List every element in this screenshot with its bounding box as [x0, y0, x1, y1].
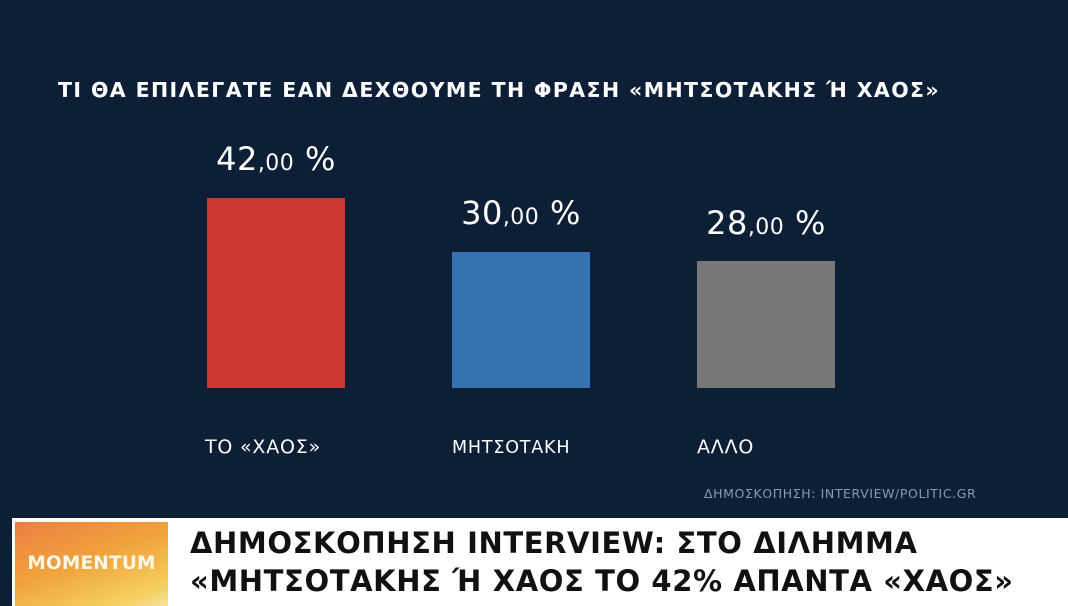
bar-value-other: 28,00 %: [666, 204, 866, 242]
bar-value-mitsotakis: 30,00 %: [421, 194, 621, 232]
chart-title: ΤΙ ΘΑ ΕΠΙΛΕΓΑΤΕ ΕΑΝ ΔΕΧΘΟΥΜΕ ΤΗ ΦΡΑΣΗ «Μ…: [58, 78, 941, 102]
value-integer: 42: [216, 140, 258, 178]
bar-label-chaos: ΤΟ «ΧΑΟΣ»: [205, 436, 322, 458]
bar-chaos: [207, 198, 345, 388]
bar-value-chaos: 42,00 %: [176, 140, 376, 178]
value-decimal: ,00: [502, 205, 540, 230]
value-decimal: ,00: [257, 151, 295, 176]
bar-label-mitsotakis: ΜΗΤΣΟΤΑΚΗ: [452, 438, 571, 458]
value-integer: 28: [706, 204, 748, 242]
brand-logo-box: MOMENTUM: [15, 522, 168, 606]
value-percent: %: [294, 140, 336, 178]
headline-line-1: ΔΗΜΟΣΚΟΠΗΣΗ INTERVIEW: ΣΤΟ ΔΙΛΗΜΜΑ: [190, 526, 918, 560]
lower-third-banner: MOMENTUM ΔΗΜΟΣΚΟΠΗΣΗ INTERVIEW: ΣΤΟ ΔΙΛΗ…: [12, 518, 1068, 606]
value-percent: %: [784, 204, 826, 242]
value-decimal: ,00: [747, 215, 785, 240]
headline-line-2: «ΜΗΤΣΟΤΑΚΗΣ Ή ΧΑΟΣ ΤΟ 42% ΑΠΑΝΤΑ «ΧΑΟΣ»: [190, 564, 1014, 598]
brand-logo-text: MOMENTUM: [27, 553, 156, 574]
bar-other: [697, 261, 835, 388]
bar-mitsotakis: [452, 252, 590, 388]
value-integer: 30: [461, 194, 503, 232]
bar-label-other: ΑΛΛΟ: [697, 436, 755, 458]
source-credit: ΔΗΜΟΣΚΟΠΗΣΗ: INTERVIEW/POLITIC.GR: [704, 486, 977, 501]
value-percent: %: [539, 194, 581, 232]
